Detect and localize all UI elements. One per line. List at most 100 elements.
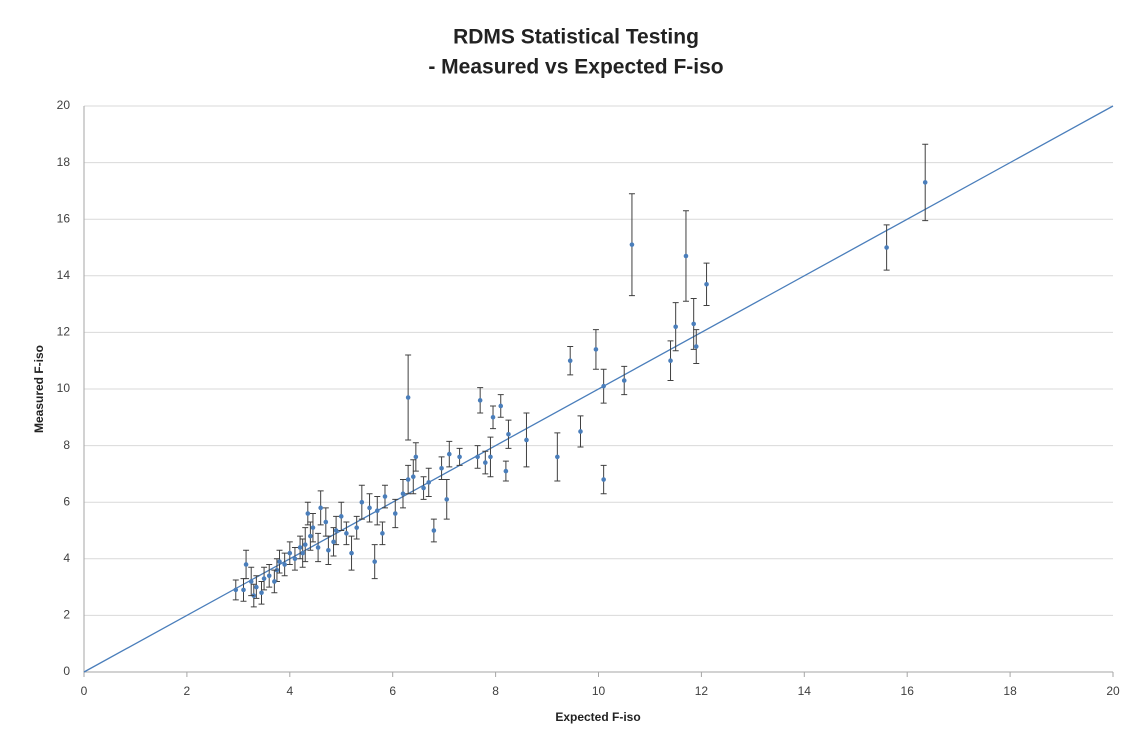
point xyxy=(315,545,321,550)
point xyxy=(477,398,483,403)
point xyxy=(421,485,426,491)
y-tick-label: 16 xyxy=(57,211,71,225)
point xyxy=(691,321,696,327)
chart-title: RDMS Statistical Testing xyxy=(453,26,699,49)
point xyxy=(233,587,239,593)
point xyxy=(503,468,509,474)
point xyxy=(439,465,444,471)
x-tick-label: 18 xyxy=(1003,684,1017,698)
point xyxy=(668,358,673,364)
point xyxy=(457,454,462,460)
point xyxy=(292,556,298,562)
point xyxy=(374,508,380,513)
y-tick-label: 18 xyxy=(57,155,71,169)
point xyxy=(488,454,493,460)
point xyxy=(392,511,398,516)
point xyxy=(444,497,450,502)
point xyxy=(287,550,293,556)
point xyxy=(318,505,323,511)
y-tick-label: 14 xyxy=(57,268,71,282)
point xyxy=(359,499,365,505)
point xyxy=(601,383,606,389)
x-tick-label: 4 xyxy=(286,684,293,698)
point xyxy=(272,579,277,584)
point xyxy=(333,528,339,533)
point xyxy=(621,378,627,383)
x-tick-label: 0 xyxy=(81,684,88,698)
point xyxy=(243,562,249,567)
x-tick-label: 10 xyxy=(592,684,606,698)
y-tick-label: 20 xyxy=(57,98,71,112)
point xyxy=(593,347,599,352)
point xyxy=(693,344,699,349)
x-tick-label: 8 xyxy=(492,684,499,698)
point xyxy=(302,542,308,547)
point xyxy=(431,528,437,533)
y-tick-label: 4 xyxy=(63,551,70,565)
point xyxy=(498,403,504,409)
chart-subtitle: - Measured vs Expected F-iso xyxy=(428,56,723,79)
x-tick-label: 14 xyxy=(798,684,812,698)
point xyxy=(578,429,583,434)
point xyxy=(446,451,452,457)
y-tick-label: 0 xyxy=(63,664,70,678)
point xyxy=(524,437,529,443)
point xyxy=(297,545,303,550)
point xyxy=(555,454,560,460)
point xyxy=(405,477,411,482)
x-tick-label: 16 xyxy=(901,684,915,698)
point xyxy=(426,480,432,485)
trendline xyxy=(83,105,1114,673)
point xyxy=(475,454,480,460)
point xyxy=(254,584,259,590)
point xyxy=(567,358,573,364)
point xyxy=(382,494,388,499)
point xyxy=(405,395,411,400)
y-tick-label: 8 xyxy=(63,438,70,452)
y-axis-label: Measured F-iso xyxy=(32,345,46,433)
x-tick-label: 20 xyxy=(1106,684,1120,698)
point xyxy=(683,253,689,259)
x-tick-label: 6 xyxy=(389,684,396,698)
x-axis-label: Expected F-iso xyxy=(555,710,640,724)
point xyxy=(241,587,246,593)
point xyxy=(884,245,889,250)
point xyxy=(338,514,344,519)
point xyxy=(400,491,406,497)
point xyxy=(601,477,606,482)
point xyxy=(261,576,267,581)
x-tick-label: 2 xyxy=(184,684,191,698)
point xyxy=(673,324,678,330)
point xyxy=(331,539,336,545)
y-tick-label: 2 xyxy=(63,608,70,622)
point xyxy=(310,525,316,530)
point xyxy=(248,579,254,584)
y-tick-label: 12 xyxy=(57,325,71,339)
point xyxy=(259,590,264,596)
x-tick-label: 12 xyxy=(695,684,709,698)
point xyxy=(326,548,331,553)
y-tick-label: 6 xyxy=(63,494,70,508)
point xyxy=(380,531,385,536)
point xyxy=(277,559,282,564)
point xyxy=(372,559,377,564)
point xyxy=(922,180,928,185)
point xyxy=(410,474,416,480)
point xyxy=(629,242,635,247)
point xyxy=(305,511,311,516)
point xyxy=(282,562,287,567)
y-tick-label: 10 xyxy=(57,381,71,395)
point xyxy=(354,525,359,530)
point xyxy=(323,519,329,525)
point xyxy=(300,550,305,556)
point xyxy=(308,533,313,539)
point xyxy=(506,431,511,437)
point xyxy=(266,573,272,579)
point xyxy=(483,460,488,465)
point xyxy=(344,531,349,536)
point xyxy=(704,281,709,287)
point xyxy=(490,415,496,420)
point xyxy=(367,505,372,511)
point xyxy=(349,550,354,556)
